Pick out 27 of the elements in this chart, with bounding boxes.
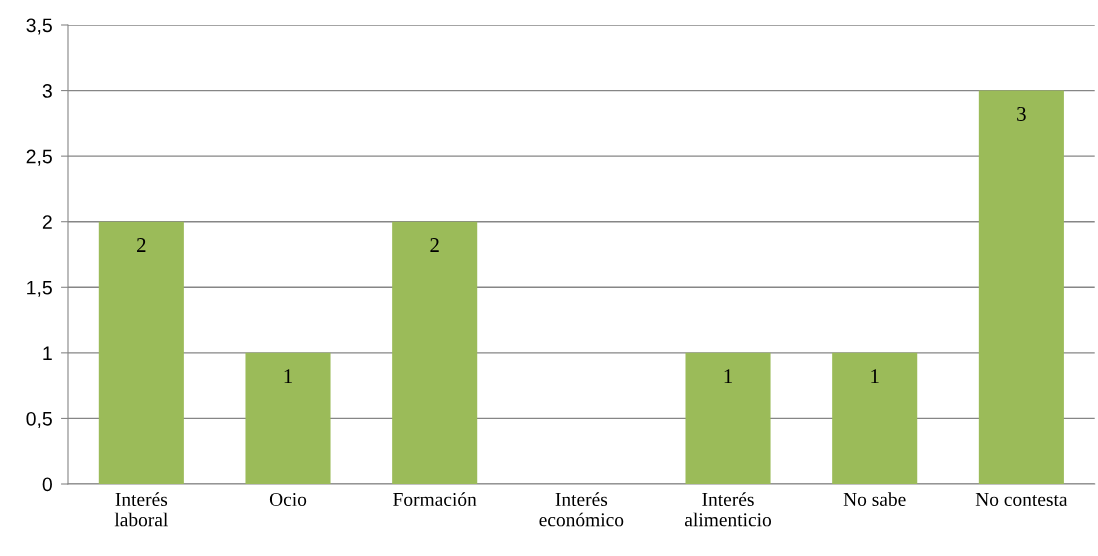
x-tick-label: No contesta <box>975 493 1068 507</box>
x-tick-label: Interés alimenticio <box>684 492 772 527</box>
bar <box>392 221 478 484</box>
y-tick-label: 0 <box>42 477 52 492</box>
x-tick-label: Formación <box>393 492 477 507</box>
y-tick-label: 3 <box>42 84 52 98</box>
bar <box>685 352 771 484</box>
x-tick-label: No sabe <box>843 492 906 507</box>
bar <box>98 221 184 484</box>
bar <box>832 352 918 484</box>
y-tick-label: 1,5 <box>27 280 52 297</box>
data-label: 1 <box>284 369 292 384</box>
y-tick-label: 2 <box>42 215 52 229</box>
x-tick-label: Interés laboral <box>114 492 168 527</box>
data-label: 1 <box>871 369 879 384</box>
data-label: 3 <box>1017 106 1026 121</box>
y-tick-label: 1 <box>43 346 52 360</box>
data-label: 2 <box>137 238 146 252</box>
y-tick-label: 3,5 <box>26 18 52 35</box>
y-tick-label: 0,5 <box>26 411 52 428</box>
x-tick-label: Interés económico <box>539 492 624 527</box>
y-tick-label: 2,5 <box>26 149 52 166</box>
bar <box>978 90 1064 484</box>
data-label: 1 <box>724 369 732 384</box>
bar <box>245 352 331 484</box>
data-label: 2 <box>430 238 439 252</box>
x-tick-label: Ocio <box>269 492 307 507</box>
